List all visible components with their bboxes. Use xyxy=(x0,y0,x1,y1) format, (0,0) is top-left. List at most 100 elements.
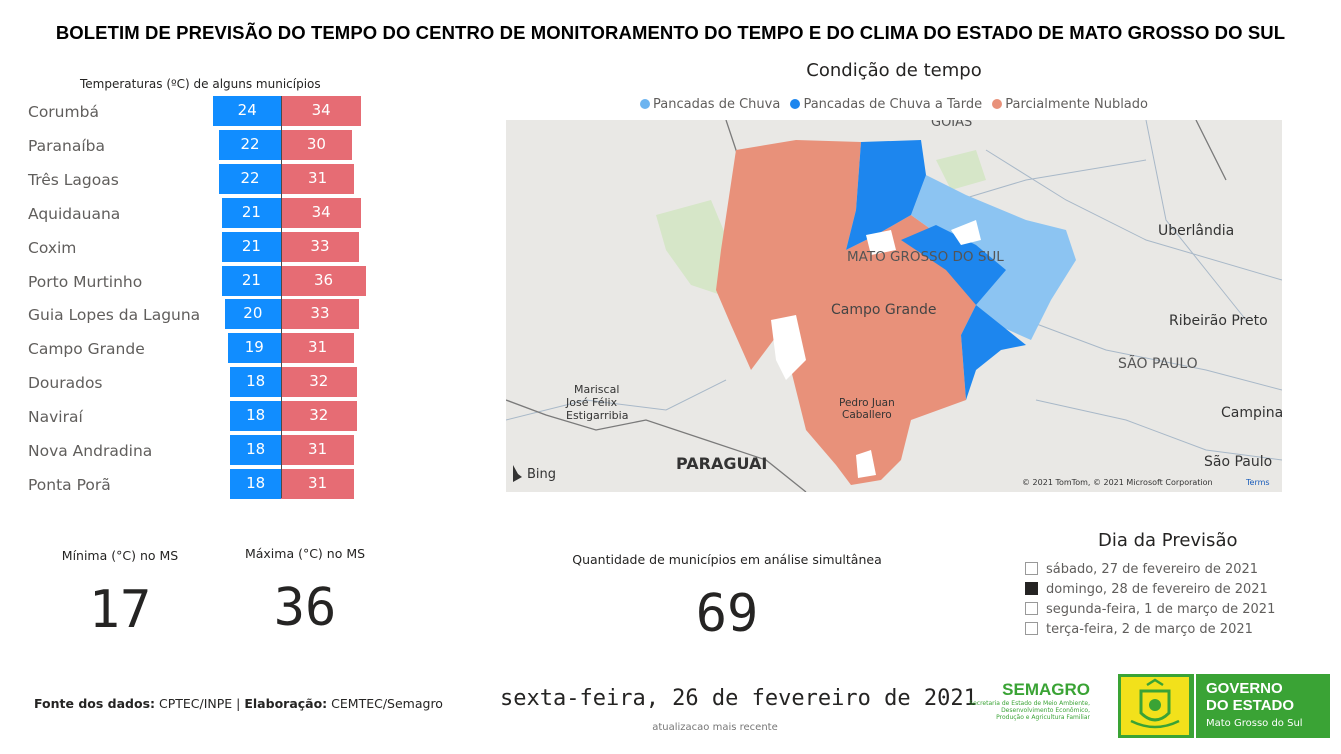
map-title: Condição de tempo xyxy=(806,60,982,81)
min-temp-bar[interactable]: 21 xyxy=(221,197,281,228)
checkbox-icon[interactable] xyxy=(1025,562,1038,575)
data-source: Fonte dos dados: CPTEC/INPE | Elaboração… xyxy=(34,696,443,711)
city-name: Porto Murtinho xyxy=(28,272,143,291)
min-temp-bar[interactable]: 18 xyxy=(230,435,281,465)
weather-map[interactable]: GOIÁS MATO GROSSO DO SUL Campo Grande Ub… xyxy=(506,120,1282,492)
max-temp-bar[interactable]: 30 xyxy=(281,129,352,160)
max-temp-bar[interactable]: 31 xyxy=(281,435,355,465)
count-label: Quantidade de municípios em análise simu… xyxy=(572,552,882,567)
governo-logo: GOVERNO DO ESTADO Mato Grosso do Sul xyxy=(1118,674,1330,738)
logo-divider xyxy=(1194,674,1196,738)
city-name: Coxim xyxy=(28,238,77,257)
forecast-day-option[interactable]: segunda-feira, 1 de março de 2021 xyxy=(1025,602,1275,622)
max-temp-bar[interactable]: 31 xyxy=(281,333,355,364)
max-temp-value: 36 xyxy=(273,578,337,638)
latest-update-date: sexta-feira, 26 de fevereiro de 2021 xyxy=(500,686,977,711)
map-bing-logo: Bing xyxy=(527,467,556,482)
checkbox-checked-icon[interactable] xyxy=(1025,582,1038,595)
map-label-ms: MATO GROSSO DO SUL xyxy=(847,249,1004,265)
city-name: Guia Lopes da Laguna xyxy=(28,306,201,325)
min-temp-label: Mínima (°C) no MS xyxy=(61,548,179,563)
temperature-row[interactable]: Ponta Porã 18 31 xyxy=(0,468,380,499)
min-temp-bar[interactable]: 18 xyxy=(230,468,281,499)
map-label-estigarribia: Estigarribia xyxy=(566,409,628,422)
legend-dot-icon xyxy=(992,99,1003,109)
region-parcialmente-nublado xyxy=(716,140,976,485)
min-temp-bar[interactable]: 18 xyxy=(230,367,281,398)
max-temp-bar[interactable]: 32 xyxy=(281,401,357,432)
map-white-patch xyxy=(866,230,896,255)
map-label-jose-felix: José Félix xyxy=(565,396,618,409)
max-temp-bar[interactable]: 33 xyxy=(281,231,359,262)
temperature-row[interactable]: Naviraí 18 32 xyxy=(0,401,380,432)
region-pancadas-de-chuva-tarde xyxy=(901,225,1026,400)
map-white-patch xyxy=(951,220,981,245)
temperature-row[interactable]: Nova Andradina 18 31 xyxy=(0,435,380,465)
map-green-area xyxy=(656,200,736,295)
legend-item-parcialmente-nublado[interactable]: Parcialmente Nublado xyxy=(992,97,1148,112)
min-temp-bar[interactable]: 21 xyxy=(221,265,281,296)
max-temp-bar[interactable]: 31 xyxy=(281,163,355,194)
temperature-row[interactable]: Guia Lopes da Laguna 20 33 xyxy=(0,299,380,330)
forecast-day-option[interactable]: terça-feira, 2 de março de 2021 xyxy=(1025,622,1253,642)
map-label-sao-paulo-state: SÃO PAULO xyxy=(1118,355,1198,372)
city-name: Corumbá xyxy=(28,103,99,121)
temperature-row[interactable]: Três Lagoas 22 31 xyxy=(0,163,380,194)
map-label-goias: GOIÁS xyxy=(931,120,972,130)
max-temp-bar[interactable]: 36 xyxy=(281,265,367,296)
city-name: Naviraí xyxy=(28,408,83,427)
state-emblem-icon xyxy=(1121,677,1189,735)
min-temp-bar[interactable]: 20 xyxy=(224,299,281,330)
temperature-row[interactable]: Campo Grande 19 31 xyxy=(0,333,380,364)
region-pancadas-de-chuva-tarde xyxy=(846,140,926,250)
temperature-axis-line xyxy=(281,96,282,498)
min-temp-bar[interactable]: 21 xyxy=(221,231,281,262)
map-terms-link[interactable]: Terms xyxy=(1245,478,1270,487)
map-label-mariscal: Mariscal xyxy=(574,383,619,396)
map-label-pedro-juan: Pedro Juan xyxy=(839,397,895,409)
latest-update-caption: atualizacao mais recente xyxy=(652,722,778,733)
forecast-day-title: Dia da Previsão xyxy=(1098,530,1238,551)
temperature-row[interactable]: Paranaíba 22 30 xyxy=(0,129,380,160)
max-temp-label: Máxima (°C) no MS xyxy=(244,546,366,561)
max-temp-bar[interactable]: 31 xyxy=(281,468,355,499)
temperature-row[interactable]: Dourados 18 32 xyxy=(0,367,380,398)
map-label-sao-paulo-city: São Paulo xyxy=(1204,454,1272,470)
count-value: 69 xyxy=(695,584,759,644)
legend-item-pancadas-tarde[interactable]: Pancadas de Chuva a Tarde xyxy=(790,97,982,112)
max-temp-bar[interactable]: 34 xyxy=(281,197,362,228)
max-temp-bar[interactable]: 32 xyxy=(281,367,357,398)
map-label-ribeirao-preto: Ribeirão Preto xyxy=(1169,313,1268,329)
min-temp-bar[interactable]: 19 xyxy=(227,333,281,364)
legend-dot-icon xyxy=(640,99,650,109)
region-pancadas-de-chuva xyxy=(911,175,1076,340)
max-temp-bar[interactable]: 33 xyxy=(281,299,359,330)
forecast-day-option[interactable]: domingo, 28 de fevereiro de 2021 xyxy=(1025,582,1268,602)
forecast-day-option[interactable]: sábado, 27 de fevereiro de 2021 xyxy=(1025,562,1258,582)
map-white-patch xyxy=(771,315,806,380)
map-label-caballero: Caballero xyxy=(842,409,892,421)
map-canvas: GOIÁS MATO GROSSO DO SUL Campo Grande Ub… xyxy=(506,120,1282,492)
temperature-row[interactable]: Corumbá 24 34 xyxy=(0,96,380,126)
map-green-area xyxy=(936,150,986,190)
min-temp-bar[interactable]: 22 xyxy=(219,163,281,194)
city-name: Ponta Porã xyxy=(28,475,111,494)
max-temp-bar[interactable]: 34 xyxy=(281,96,362,126)
legend-dot-icon xyxy=(790,99,801,109)
temperature-row[interactable]: Aquidauana 21 34 xyxy=(0,197,380,228)
bing-icon xyxy=(513,465,522,482)
legend-item-pancadas[interactable]: Pancadas de Chuva xyxy=(640,97,780,112)
temperature-row[interactable]: Porto Murtinho 21 36 xyxy=(0,265,380,296)
city-name: Nova Andradina xyxy=(28,442,153,460)
checkbox-icon[interactable] xyxy=(1025,622,1038,635)
min-temp-bar[interactable]: 24 xyxy=(213,96,281,126)
temperature-row[interactable]: Coxim 21 33 xyxy=(0,231,380,262)
min-temp-bar[interactable]: 22 xyxy=(219,129,281,160)
checkbox-icon[interactable] xyxy=(1025,602,1038,615)
min-temp-value: 17 xyxy=(88,580,152,640)
temperature-chart: Corumbá 24 34 Paranaíba 22 30 Três Lagoas 22 31 A… xyxy=(0,96,380,500)
page-title: BOLETIM DE PREVISÃO DO TEMPO DO CENTRO D… xyxy=(55,22,1286,43)
map-label-campo-grande: Campo Grande xyxy=(831,302,936,318)
city-name: Paranaíba xyxy=(28,136,105,155)
min-temp-bar[interactable]: 18 xyxy=(230,401,281,432)
